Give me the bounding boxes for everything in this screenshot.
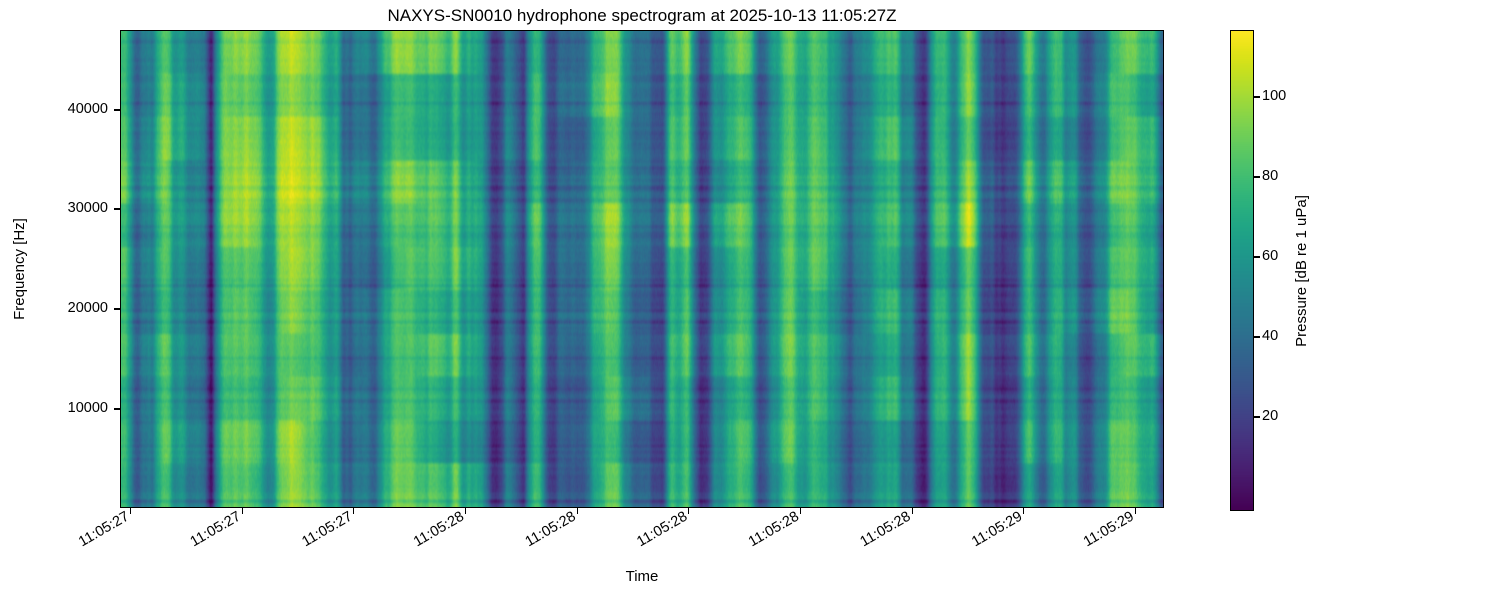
svg-text:11:05:28: 11:05:28 bbox=[746, 509, 802, 551]
svg-text:11:05:28: 11:05:28 bbox=[858, 509, 914, 551]
svg-text:Frequency [Hz]: Frequency [Hz] bbox=[11, 218, 28, 320]
svg-text:11:05:27: 11:05:27 bbox=[76, 509, 132, 551]
svg-text:11:05:28: 11:05:28 bbox=[411, 509, 467, 551]
svg-text:11:05:28: 11:05:28 bbox=[634, 509, 690, 551]
svg-text:11:05:29: 11:05:29 bbox=[969, 509, 1025, 551]
svg-text:Pressure [dB re 1 uPa]: Pressure [dB re 1 uPa] bbox=[1293, 195, 1310, 347]
svg-text:11:05:27: 11:05:27 bbox=[299, 509, 355, 551]
svg-text:11:05:27: 11:05:27 bbox=[188, 509, 244, 551]
svg-text:11:05:28: 11:05:28 bbox=[523, 509, 579, 551]
svg-text:11:05:29: 11:05:29 bbox=[1081, 509, 1137, 551]
